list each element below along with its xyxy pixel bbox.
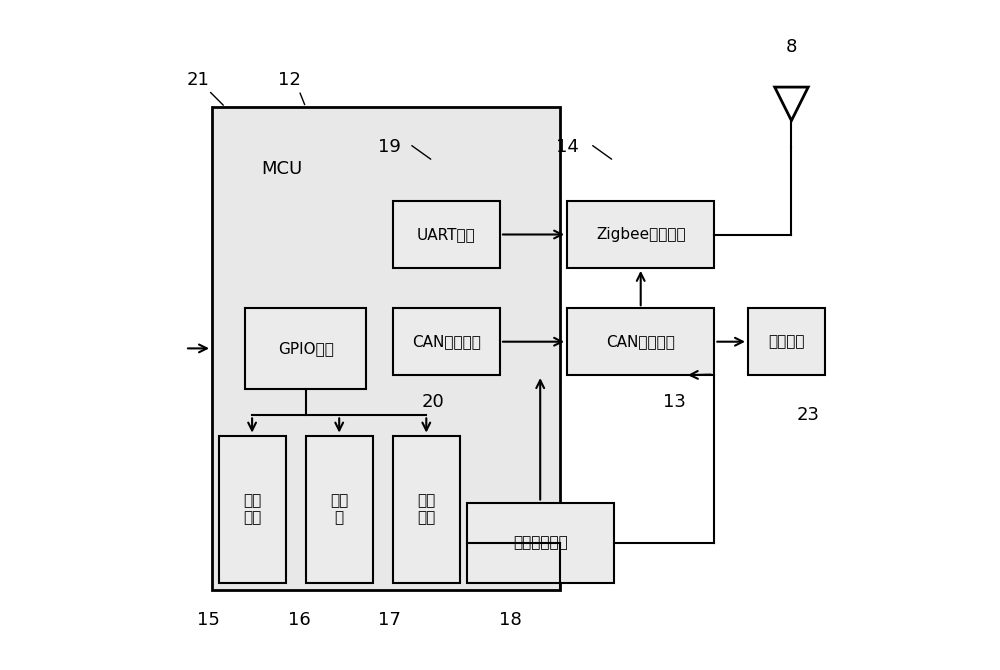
Text: 18: 18 (499, 611, 521, 628)
Text: UART模块: UART模块 (417, 227, 476, 242)
Text: Zigbee通信模块: Zigbee通信模块 (596, 227, 686, 242)
Text: 23: 23 (797, 407, 820, 424)
FancyBboxPatch shape (245, 308, 366, 389)
Text: 13: 13 (663, 393, 686, 411)
Text: 19: 19 (378, 139, 401, 156)
Text: 稳压电源模块: 稳压电源模块 (513, 535, 568, 550)
Text: 蜂鸣
器: 蜂鸣 器 (330, 493, 348, 525)
Text: CAN通讯模块: CAN通讯模块 (606, 334, 675, 349)
FancyBboxPatch shape (466, 502, 614, 583)
Text: 8: 8 (786, 38, 797, 56)
Text: 连接仪表: 连接仪表 (768, 334, 805, 349)
Text: 12: 12 (278, 72, 300, 89)
Text: 14: 14 (556, 139, 578, 156)
Text: GPIO模块: GPIO模块 (278, 341, 334, 356)
FancyBboxPatch shape (748, 308, 825, 375)
FancyBboxPatch shape (212, 107, 560, 590)
Text: 液晶
显示: 液晶 显示 (243, 493, 261, 525)
Text: 20: 20 (422, 393, 444, 411)
FancyBboxPatch shape (393, 436, 460, 583)
Text: 17: 17 (378, 611, 401, 628)
Text: CAN控制模块: CAN控制模块 (412, 334, 481, 349)
FancyBboxPatch shape (219, 436, 286, 583)
Text: 21: 21 (187, 72, 210, 89)
FancyBboxPatch shape (567, 308, 714, 375)
FancyBboxPatch shape (393, 201, 500, 268)
FancyBboxPatch shape (306, 436, 373, 583)
Text: 按键
模块: 按键 模块 (417, 493, 435, 525)
Text: 15: 15 (197, 611, 220, 628)
Text: MCU: MCU (262, 159, 303, 178)
Text: 16: 16 (288, 611, 310, 628)
FancyBboxPatch shape (393, 308, 500, 375)
FancyBboxPatch shape (567, 201, 714, 268)
